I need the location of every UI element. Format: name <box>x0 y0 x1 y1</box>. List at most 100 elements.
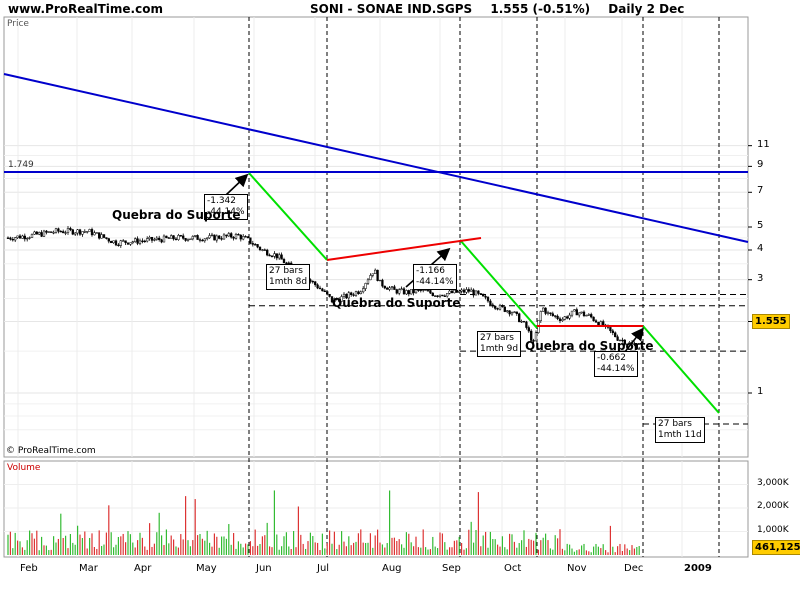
annotation-quebra-2: Quebra do Suporte <box>332 296 461 310</box>
candle-body <box>263 249 266 251</box>
candle-body <box>482 293 485 297</box>
candle-body <box>184 238 187 241</box>
candle-body <box>213 234 216 241</box>
candle-body <box>88 229 91 232</box>
candle-body <box>400 288 403 290</box>
candle-body <box>383 285 386 289</box>
candle-body <box>165 235 168 238</box>
candle-body <box>52 232 55 234</box>
candle-body <box>194 235 197 237</box>
candle-body <box>460 289 463 292</box>
last-price-tag: 1.555 <box>752 314 790 329</box>
candle-body <box>251 243 254 245</box>
candle-body <box>544 307 547 314</box>
candle-body <box>146 238 149 242</box>
candle-body <box>28 237 31 239</box>
candle-body <box>556 315 559 319</box>
candle-body <box>76 229 79 234</box>
candle-body <box>227 233 230 237</box>
y-tick-label: 11 <box>757 138 770 150</box>
candle-body <box>582 311 586 316</box>
candle-body <box>578 312 581 316</box>
candle-body <box>354 291 358 296</box>
candle-body <box>45 230 48 233</box>
candle-body <box>105 237 108 239</box>
candle-body <box>635 344 638 350</box>
candle-body <box>155 237 158 240</box>
support-line-red-1 <box>326 237 482 261</box>
candle-body <box>112 240 115 244</box>
candle-body <box>136 238 139 244</box>
measure-box-3: -1.166 -44.14% <box>413 264 457 290</box>
candle-body <box>527 327 530 332</box>
candle-body <box>496 308 499 310</box>
candle-body <box>150 236 154 241</box>
candle-body <box>69 228 72 230</box>
candle-body <box>95 232 98 234</box>
site-title[interactable]: www.ProRealTime.com <box>8 2 163 16</box>
measure-box-4-bars: 27 bars <box>480 333 514 343</box>
candle-body <box>129 242 132 245</box>
trend-lines <box>3 73 749 414</box>
candle-body <box>208 235 211 239</box>
candle-body <box>446 293 449 297</box>
candle-body <box>592 316 595 321</box>
vol-tick-label: 1,000K <box>757 524 789 535</box>
candle-body <box>633 343 636 345</box>
candle-body <box>554 315 557 317</box>
candle-body <box>359 291 362 295</box>
candle-body <box>530 330 533 341</box>
candle-body <box>405 290 408 295</box>
candle-body <box>599 321 602 326</box>
candle-body <box>342 293 346 297</box>
candle-body <box>470 289 473 292</box>
candle-body <box>78 229 82 235</box>
candle-body <box>326 291 329 295</box>
candle-body <box>614 332 617 338</box>
candle-body <box>549 312 552 314</box>
candle-body <box>611 330 614 334</box>
candle-body <box>395 289 398 294</box>
candle-body <box>563 316 566 320</box>
candle-body <box>340 296 343 302</box>
candle-body <box>234 234 238 239</box>
candle-body <box>268 254 271 257</box>
candle-body <box>479 293 482 295</box>
candle-body <box>575 309 578 316</box>
candle-body <box>148 236 151 239</box>
y-tick-label: 3 <box>757 272 764 284</box>
vol-tick-label: 3,000K <box>757 477 789 488</box>
projection-line-1 <box>248 172 328 261</box>
symbol-name: SONI - SONAE IND.SGPS <box>310 2 473 16</box>
candle-body <box>328 293 331 297</box>
candle-body <box>179 235 182 237</box>
candle-body <box>386 287 389 290</box>
candle-body <box>510 312 514 315</box>
candle-body <box>86 231 89 233</box>
measure-box-1-value: -1.342 <box>207 196 237 206</box>
candle-body <box>410 289 413 295</box>
candle-body <box>609 327 612 332</box>
candle-body <box>74 232 77 235</box>
candle-body <box>594 320 598 323</box>
candle-body <box>390 286 394 289</box>
x-tick-label: May <box>196 563 217 574</box>
candle-body <box>98 232 101 239</box>
candle-body <box>542 307 545 312</box>
candle-body <box>143 240 146 243</box>
candle-body <box>239 234 242 240</box>
candle-body <box>501 305 504 308</box>
last-volume-tag: 461,125 <box>752 540 800 555</box>
candle-body <box>381 279 384 287</box>
candle-body <box>458 290 461 293</box>
candle-body <box>122 240 125 242</box>
candle-body <box>568 314 571 319</box>
candle-body <box>242 236 245 240</box>
candle-body <box>376 269 379 281</box>
measure-box-1: -1.342 -44.14% <box>204 194 248 220</box>
candle-body <box>426 290 430 292</box>
candle-body <box>551 313 554 316</box>
candle-body <box>364 283 367 289</box>
candle-body <box>50 231 53 233</box>
candle-body <box>402 288 406 295</box>
